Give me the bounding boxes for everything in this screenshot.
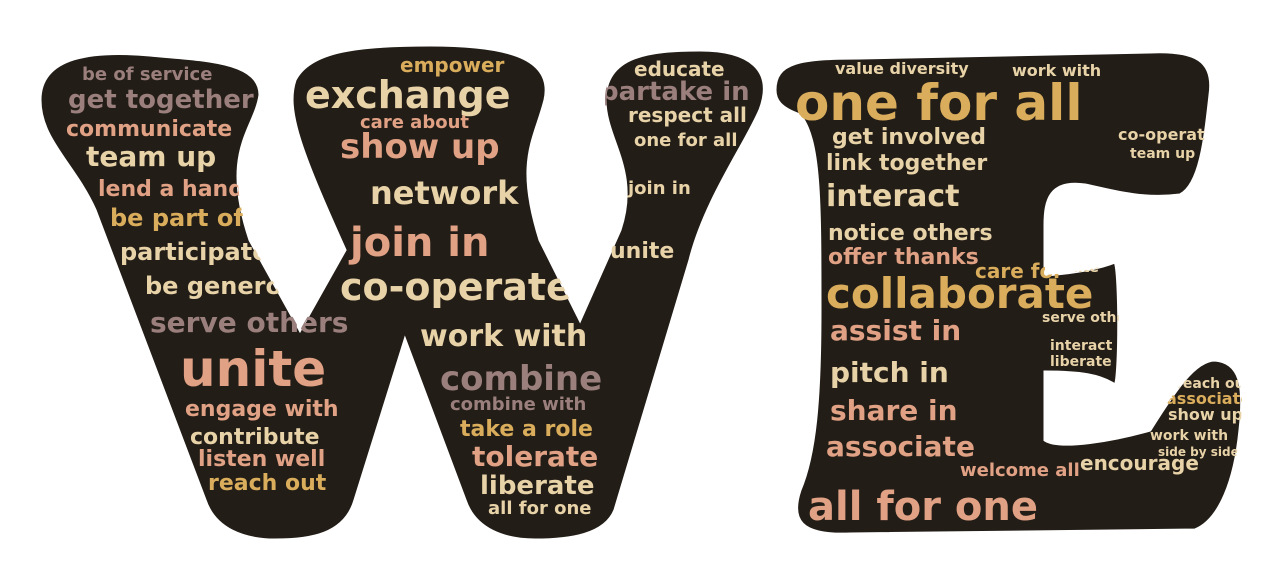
phrase-educate: educate	[634, 57, 725, 81]
phrase-serve-others: serve others	[150, 306, 348, 339]
phrase-co-operate: co-operate	[1118, 125, 1216, 144]
phrase-be-part-of: be part of	[110, 204, 244, 232]
phrase-participate: participate	[120, 238, 269, 266]
phrase-show-up: show up	[340, 127, 500, 167]
phrase-co-operate: co-operate	[340, 265, 572, 309]
phrase-associate-2: associate	[1166, 389, 1251, 408]
phrase-notice-others: notice others	[828, 221, 993, 246]
phrase-reach-out: reach out	[1176, 376, 1252, 392]
phrase-partake-in: partake in	[600, 77, 750, 107]
phrase-all-for-one: all for one	[488, 498, 591, 519]
phrase-work-with: work with	[1012, 61, 1101, 80]
phrase-listen-well: listen well	[198, 447, 325, 472]
letter-w	[38, 43, 766, 542]
e-word-layer: value diversity work with one for all co…	[795, 59, 1252, 530]
phrase-share-in-2: share in	[1048, 230, 1112, 246]
letter-e	[773, 50, 1244, 536]
phrase-serve-others: serve others	[1042, 310, 1141, 326]
phrase-tolerate: tolerate	[472, 440, 598, 473]
phrase-participate: participate	[1046, 246, 1133, 262]
phrase-get-together: get together	[68, 85, 254, 115]
phrase-share-in: share in	[830, 394, 958, 427]
phrase-be-generous: be generous	[145, 272, 313, 300]
phrase-communicate: communicate	[66, 117, 232, 142]
phrase-pitch-in: pitch in	[830, 356, 949, 389]
phrase-liberate: liberate	[1050, 354, 1112, 370]
phrase-respect-all: respect all	[628, 103, 747, 127]
phrase-welcome-all: welcome all	[960, 460, 1080, 481]
phrase-side-by-side: side by side	[1158, 445, 1239, 459]
phrase-exchange: exchange	[305, 73, 511, 117]
phrase-get-involved: get involved	[832, 125, 986, 150]
phrase-associate: associate	[826, 430, 975, 463]
phrase-collaborate: collaborate	[826, 269, 1093, 318]
phrase-encourage: encourage	[1080, 451, 1199, 475]
phrase-reach-out: reach out	[208, 471, 327, 496]
phrase-combine-with: combine with	[450, 394, 586, 415]
phrase-unite: unite	[180, 340, 326, 398]
phrase-interact: interact	[826, 179, 960, 214]
phrase-all-for-one: all for one	[808, 484, 1038, 530]
phrase-network: network	[370, 174, 519, 212]
phrase-one-for-all: one for all	[795, 74, 1082, 132]
phrase-team-up: team up	[86, 140, 216, 173]
phrase-liberate: liberate	[480, 471, 595, 501]
phrase-offer-thanks: offer thanks	[828, 245, 979, 270]
phrase-show-up: show up	[1168, 405, 1243, 424]
phrase-team-up: team up	[1130, 146, 1195, 162]
w-word-layer: be of service get together communicate t…	[66, 53, 750, 519]
phrase-join-in: join in	[348, 220, 490, 266]
phrase-assist-in: assist in	[830, 314, 961, 347]
phrase-be-of-service: be of service	[82, 64, 212, 85]
phrase-educate: educate	[1060, 198, 1123, 214]
phrase-work-with-2: work with	[1150, 428, 1228, 444]
phrase-contribute: contribute	[190, 425, 320, 450]
phrase-empower: empower	[400, 53, 505, 77]
phrase-interact-2: interact	[1050, 338, 1113, 354]
phrase-engage-with: engage with	[185, 397, 339, 422]
phrase-unite-2: unite	[610, 239, 674, 264]
phrase-combine: combine	[440, 359, 602, 399]
phrase-lend-a-hand: lend a hand	[98, 177, 244, 202]
phrase-take-a-role: take a role	[460, 417, 593, 442]
phrase-work-with: work with	[420, 319, 587, 354]
phrase-link-together: link together	[826, 151, 987, 176]
phrase-pitch-in-2: pitch in	[1060, 214, 1119, 230]
phrase-one-for-all: one for all	[634, 130, 737, 151]
phrase-value-diversity: value diversity	[835, 59, 969, 78]
phrase-care-about: care about	[360, 112, 469, 133]
phrase-join-in-2: join in	[627, 178, 691, 199]
